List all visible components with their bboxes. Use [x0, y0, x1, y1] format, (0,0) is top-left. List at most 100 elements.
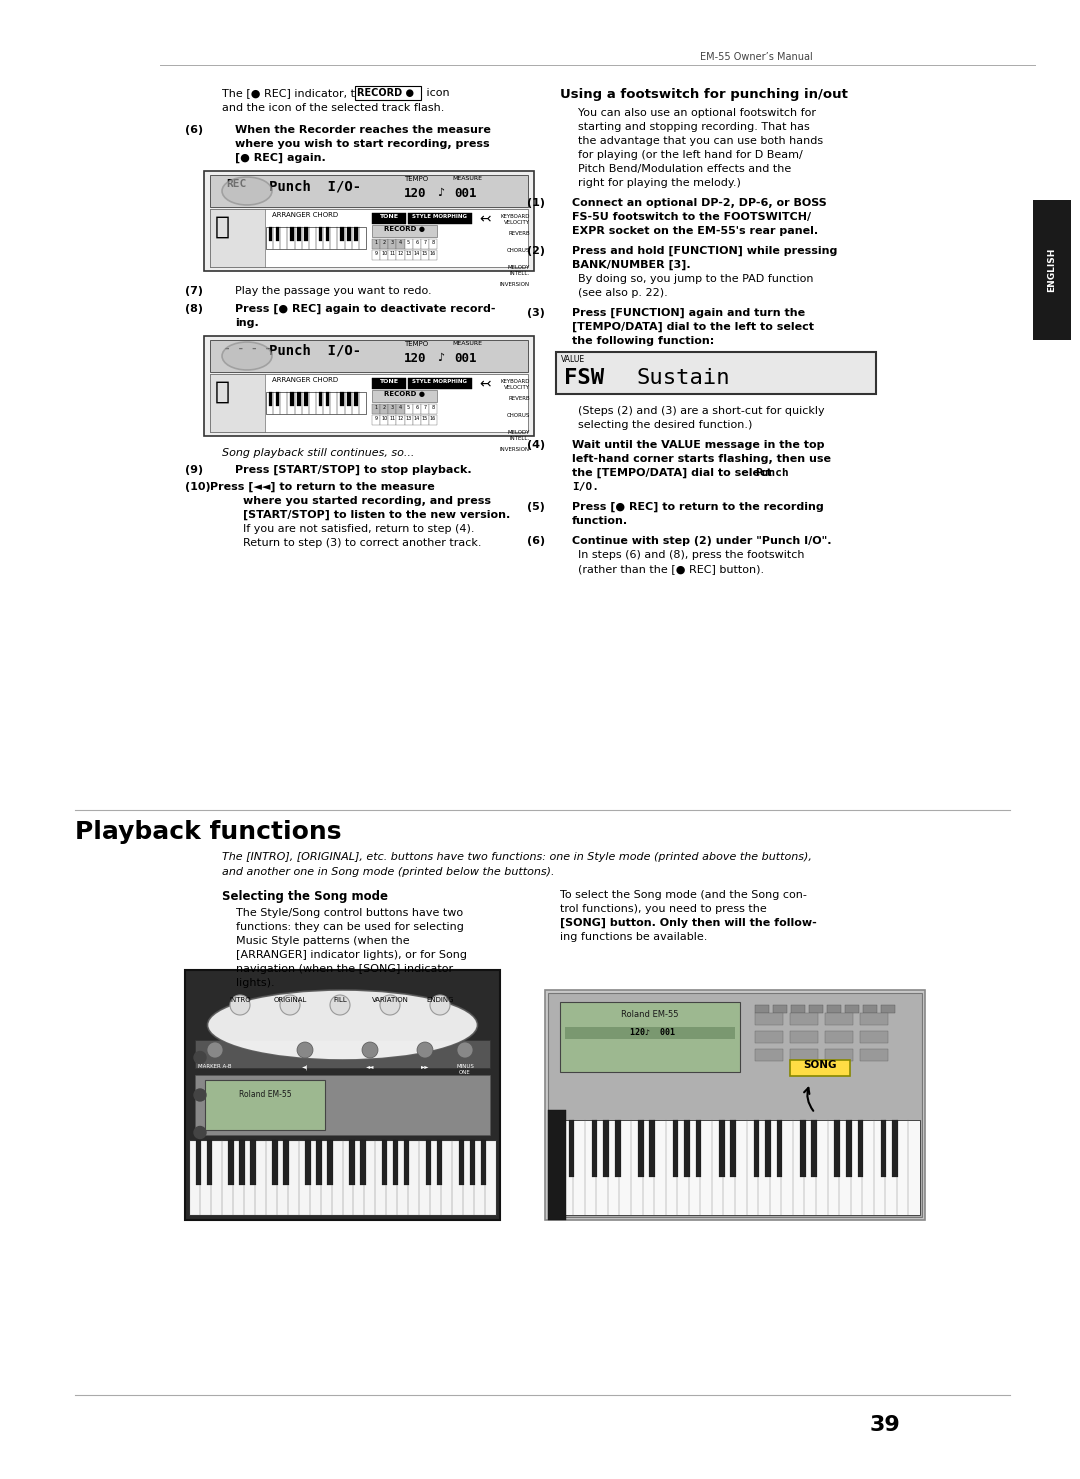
- Bar: [206, 1140, 212, 1185]
- Bar: [860, 1031, 888, 1043]
- Bar: [305, 392, 308, 405]
- Bar: [561, 1001, 740, 1072]
- Text: left-hand corner starts flashing, then use: left-hand corner starts flashing, then u…: [572, 454, 831, 464]
- Text: MARKER A-B: MARKER A-B: [199, 1063, 232, 1069]
- Text: 14: 14: [414, 416, 420, 422]
- Bar: [354, 392, 357, 405]
- Bar: [354, 226, 357, 241]
- Text: Press [◄◄] to return to the measure: Press [◄◄] to return to the measure: [210, 482, 435, 493]
- Bar: [811, 1120, 818, 1177]
- Text: CHORUS: CHORUS: [507, 413, 530, 419]
- Text: for playing (or the left hand for D Beam/: for playing (or the left hand for D Beam…: [578, 149, 802, 160]
- Text: 2: 2: [382, 240, 386, 246]
- Circle shape: [380, 995, 400, 1015]
- Bar: [827, 1006, 841, 1013]
- Bar: [881, 1006, 895, 1013]
- Text: [START/STOP] to listen to the new version.: [START/STOP] to listen to the new versio…: [243, 510, 510, 521]
- Text: INTRO: INTRO: [229, 997, 251, 1003]
- Bar: [372, 404, 380, 414]
- Text: 𝄞: 𝄞: [215, 380, 230, 404]
- Bar: [426, 1140, 431, 1185]
- Bar: [789, 1049, 818, 1060]
- Text: ing functions be available.: ing functions be available.: [561, 932, 707, 942]
- Text: - - - -: - - - -: [224, 345, 271, 353]
- Bar: [305, 226, 308, 241]
- Circle shape: [297, 1043, 313, 1057]
- Text: Return to step (3) to correct another track.: Return to step (3) to correct another tr…: [243, 538, 482, 549]
- Text: 6: 6: [415, 405, 418, 410]
- Text: REVERB: REVERB: [509, 231, 530, 237]
- Text: TEMPO: TEMPO: [404, 176, 428, 182]
- Bar: [388, 416, 396, 424]
- Text: 001: 001: [454, 352, 476, 365]
- Bar: [347, 392, 351, 405]
- Text: [TEMPO/DATA] dial to the left to select: [TEMPO/DATA] dial to the left to select: [572, 322, 814, 333]
- Text: EM-55 Owner’s Manual: EM-55 Owner’s Manual: [700, 52, 813, 62]
- Bar: [1032, 200, 1071, 340]
- Text: 13: 13: [405, 251, 411, 256]
- Text: ENGLISH: ENGLISH: [1048, 248, 1056, 293]
- Bar: [380, 240, 388, 248]
- Bar: [789, 1013, 818, 1025]
- Text: 15: 15: [421, 416, 428, 422]
- Text: 12: 12: [397, 416, 404, 422]
- Bar: [327, 1140, 333, 1185]
- Bar: [825, 1013, 853, 1025]
- Bar: [649, 1120, 656, 1177]
- Bar: [860, 1049, 888, 1060]
- Bar: [755, 1049, 783, 1060]
- Text: Selecting the Song mode: Selecting the Song mode: [222, 890, 388, 904]
- Text: starting and stopping recording. That has: starting and stopping recording. That ha…: [578, 121, 810, 132]
- Bar: [272, 1140, 278, 1185]
- Bar: [755, 1031, 783, 1043]
- Text: MELODY
INTELL.: MELODY INTELL.: [508, 265, 530, 275]
- Bar: [229, 1140, 234, 1185]
- Text: Punch: Punch: [755, 467, 788, 478]
- Text: Song playback still continues, so...: Song playback still continues, so...: [222, 448, 415, 458]
- Bar: [210, 340, 528, 373]
- Text: The [● REC] indicator, the: The [● REC] indicator, the: [222, 87, 373, 98]
- Bar: [800, 1120, 806, 1177]
- Text: 7: 7: [423, 405, 427, 410]
- Bar: [372, 379, 406, 389]
- Text: 6: 6: [415, 240, 418, 246]
- Text: where you wish to start recording, press: where you wish to start recording, press: [235, 139, 489, 149]
- Bar: [326, 392, 329, 405]
- Text: 001: 001: [454, 186, 476, 200]
- Text: Punch  I/O-: Punch I/O-: [269, 345, 361, 358]
- Bar: [408, 213, 472, 223]
- Text: 8: 8: [431, 405, 434, 410]
- Bar: [773, 1006, 787, 1013]
- Bar: [360, 1140, 365, 1185]
- Text: STYLE MORPHING: STYLE MORPHING: [413, 379, 468, 385]
- Circle shape: [330, 995, 350, 1015]
- Text: ing.: ing.: [235, 318, 259, 328]
- Text: Using a footswitch for punching in/out: Using a footswitch for punching in/out: [561, 87, 848, 101]
- Text: 𝄞: 𝄞: [215, 214, 230, 240]
- Bar: [825, 1049, 853, 1060]
- Bar: [380, 416, 388, 424]
- Text: 13: 13: [405, 416, 411, 422]
- Text: ARRANGER CHORD: ARRANGER CHORD: [272, 377, 338, 383]
- Bar: [319, 392, 322, 405]
- Bar: [283, 1140, 288, 1185]
- Text: 11: 11: [389, 416, 395, 422]
- Text: 39: 39: [870, 1415, 901, 1435]
- Text: right for playing the melody.): right for playing the melody.): [578, 177, 741, 188]
- Text: ORIGINAL: ORIGINAL: [273, 997, 307, 1003]
- Bar: [340, 226, 343, 241]
- Bar: [481, 1140, 486, 1185]
- Text: Punch  I/O-: Punch I/O-: [269, 179, 361, 192]
- Text: Pitch Bend/Modulation effects and the: Pitch Bend/Modulation effects and the: [578, 164, 792, 175]
- Bar: [396, 416, 405, 424]
- Text: 4: 4: [399, 240, 402, 246]
- Ellipse shape: [222, 177, 272, 206]
- Text: (5): (5): [527, 501, 545, 512]
- Bar: [347, 226, 351, 241]
- Text: ↢: ↢: [480, 377, 490, 390]
- Circle shape: [417, 1043, 433, 1057]
- Bar: [240, 1140, 245, 1185]
- Text: (7): (7): [185, 285, 203, 296]
- Text: VARIATION: VARIATION: [372, 997, 408, 1003]
- Bar: [306, 1140, 311, 1185]
